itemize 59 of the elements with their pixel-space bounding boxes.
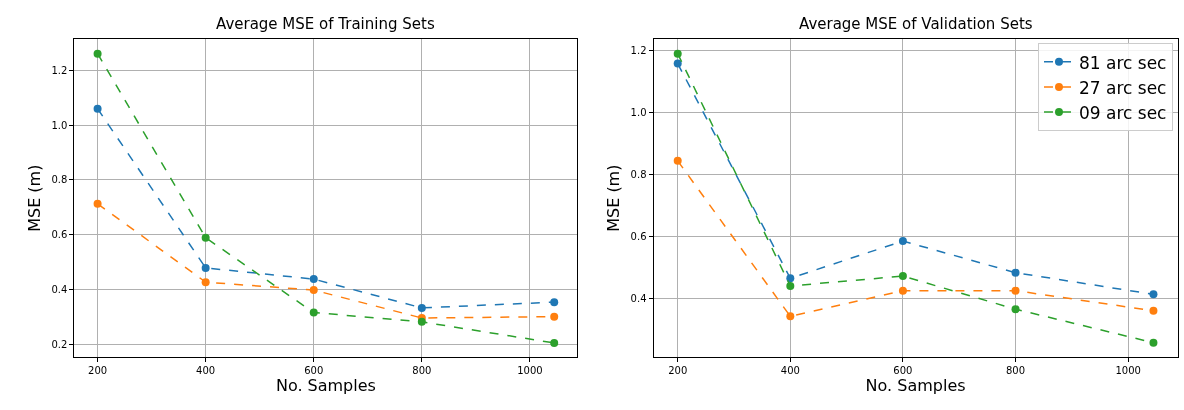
point <box>201 233 210 242</box>
point <box>417 303 426 312</box>
legend-label: 09 arc sec <box>1078 102 1167 123</box>
point <box>673 59 682 68</box>
point <box>786 312 795 321</box>
point <box>201 263 210 272</box>
point <box>786 274 795 283</box>
point <box>93 199 102 208</box>
point <box>898 286 907 295</box>
point <box>673 156 682 165</box>
x-tick-label: 800 <box>1005 364 1026 376</box>
point <box>93 104 102 113</box>
y-tick-label: 0.4 <box>51 284 68 296</box>
x-tick-label: 200 <box>668 364 688 376</box>
y-tick-label: 0.4 <box>630 292 647 304</box>
x-tick-label: 1000 <box>1115 364 1141 376</box>
y-tick-label: 0.6 <box>630 230 647 242</box>
y-tick-label: 1.0 <box>51 119 68 131</box>
point <box>1011 305 1020 314</box>
point <box>550 338 559 347</box>
chart-title: Average MSE of Training Sets <box>216 15 435 33</box>
point <box>1149 338 1158 347</box>
y-tick-label: 1.2 <box>51 64 68 76</box>
x-tick-label: 600 <box>304 364 324 376</box>
point <box>1011 268 1020 277</box>
y-axis-title: MSE (m) <box>604 164 624 232</box>
point <box>898 237 907 246</box>
point <box>786 281 795 290</box>
chart-title: Average MSE of Validation Sets <box>799 15 1033 33</box>
point <box>309 308 318 317</box>
x-axis-title: No. Samples <box>865 375 966 395</box>
point <box>550 312 559 321</box>
y-tick-label: 0.6 <box>51 229 68 241</box>
point <box>673 49 682 58</box>
point <box>309 286 318 295</box>
point <box>93 49 102 58</box>
y-tick-label: 1.0 <box>630 107 647 119</box>
y-axis-title: MSE (m) <box>25 164 45 232</box>
point <box>309 275 318 284</box>
y-tick-label: 0.8 <box>51 174 68 186</box>
y-tick-label: 0.2 <box>51 338 68 350</box>
x-tick-label: 400 <box>780 364 800 376</box>
legend-label: 27 arc sec <box>1078 77 1167 98</box>
x-tick-label: 200 <box>88 364 108 376</box>
point <box>417 317 426 326</box>
x-tick-label: 800 <box>412 364 432 376</box>
x-tick-label: 400 <box>196 364 216 376</box>
y-tick-label: 1.2 <box>630 45 647 57</box>
point <box>1149 306 1158 315</box>
y-tick-label: 0.8 <box>630 168 647 180</box>
legend-label: 81 arc sec <box>1078 52 1167 73</box>
point <box>550 298 559 307</box>
point <box>1011 286 1020 295</box>
x-tick-label: 600 <box>893 364 913 376</box>
x-axis-title: No. Samples <box>275 375 376 395</box>
x-tick-label: 1000 <box>517 364 543 376</box>
point <box>201 278 210 287</box>
point <box>1149 290 1158 299</box>
point <box>898 272 907 281</box>
